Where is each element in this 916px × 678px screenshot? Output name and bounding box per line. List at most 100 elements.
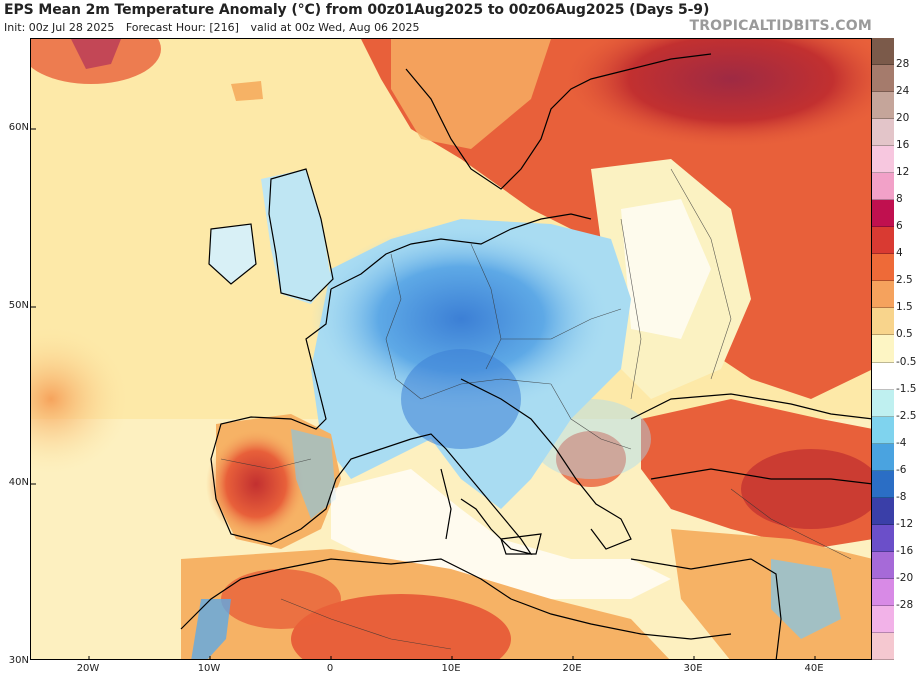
alps-cold-core	[401, 349, 521, 449]
init-time: Init: 00z Jul 28 2025	[4, 21, 115, 34]
border-france-germany	[385, 253, 422, 400]
central-europe-cold-core	[311, 224, 611, 414]
levant-cool-area	[771, 559, 841, 639]
colorbar-swatch	[872, 389, 894, 417]
scandinavia-warm-area	[391, 39, 551, 149]
colorbar-label: 24	[896, 85, 910, 98]
colorbar-swatch	[872, 38, 894, 66]
colorbar-label: 8	[896, 193, 903, 206]
balkans-cool-area	[531, 399, 651, 479]
north-russia-extreme-area	[561, 39, 871, 149]
colorbar: 28 24 20 16 12 8 6 4 2.5 1.5 0.5 -0.5 -1.5 -2.5 -4 -6 -8…	[872, 38, 916, 660]
scandinavia-coast	[405, 53, 712, 190]
sahara-hot-area	[291, 594, 511, 659]
colorbar-label: -12	[896, 517, 914, 530]
brand-watermark: TROPICALTIDBITS.COM	[689, 18, 872, 34]
map-canvas	[31, 39, 871, 659]
border-hungary-serbia	[550, 383, 632, 450]
colorbar-swatch	[872, 146, 894, 174]
colorbar-label: -8	[896, 490, 907, 503]
colorbar-label: -2.5	[896, 409, 916, 422]
colorbar-label: -16	[896, 544, 914, 557]
border-poland-ukraine	[620, 218, 642, 400]
sicily-coast	[500, 533, 542, 555]
colorbar-swatch	[872, 254, 894, 282]
colorbar-swatch	[872, 335, 894, 363]
colorbar-label: 1.5	[896, 301, 913, 314]
colorbar-label: 20	[896, 112, 910, 125]
black-sea-south-coast	[650, 468, 871, 485]
morocco-coast-cool-area	[191, 599, 231, 659]
colorbar-swatch	[872, 227, 894, 255]
colorbar-label: 4	[896, 247, 903, 260]
border-turkey-syria	[730, 488, 852, 560]
colorbar-swatch	[872, 65, 894, 93]
lon-label-20e: 20E	[562, 663, 582, 674]
atlantic-warm-area	[31, 324, 131, 474]
colorbar-swatch	[872, 632, 894, 660]
colorbar-swatch	[872, 497, 894, 525]
ireland-coast	[208, 223, 257, 285]
anomaly-map	[30, 38, 872, 660]
west-europe-coast	[210, 288, 533, 555]
lat-label-60n: 60N	[8, 122, 29, 133]
colorbar-label: 12	[896, 166, 910, 179]
iberia-hot-core	[206, 429, 306, 539]
colorbar-swatch	[872, 119, 894, 147]
chart-subtitle: Init: 00z Jul 28 2025 Forecast Hour: [21…	[4, 21, 428, 34]
colorbar-label: 2.5	[896, 274, 913, 287]
colorbar-swatch	[872, 416, 894, 444]
border-czech-slovakia	[501, 308, 622, 340]
east-turkey-very-hot-area	[741, 449, 871, 529]
colorbar-swatch	[872, 92, 894, 120]
lat-label-50n: 50N	[8, 300, 29, 311]
valid-time: valid at 00z Wed, Aug 06 2025	[250, 21, 420, 34]
colorbar-label: -6	[896, 463, 907, 476]
chart-title: EPS Mean 2m Temperature Anomaly (°C) fro…	[4, 2, 710, 18]
chart-header: EPS Mean 2m Temperature Anomaly (°C) fro…	[0, 0, 916, 38]
colorbar-swatch	[872, 443, 894, 471]
lat-label-30n: 30N	[8, 655, 29, 666]
colorbar-label: -1.5	[896, 382, 916, 395]
colorbar-swatch	[872, 578, 894, 606]
lon-label-40e: 40E	[804, 663, 824, 674]
black-sea-north-coast	[630, 393, 871, 420]
forecast-hour: Forecast Hour: [216]	[125, 21, 239, 34]
east-iberia-cool-area	[291, 429, 336, 519]
lon-label-10w: 10W	[197, 663, 221, 674]
lon-label-20w: 20W	[76, 663, 100, 674]
belarus-ukraine-neutral-area	[621, 199, 711, 339]
colorbar-swatch	[872, 308, 894, 336]
iceland-area	[231, 81, 263, 101]
colorbar-swatch	[872, 470, 894, 498]
colorbar-swatch	[872, 362, 894, 390]
border-north-africa	[280, 598, 452, 650]
border-spain-portugal	[220, 458, 312, 470]
colorbar-label: -28	[896, 598, 914, 611]
britain-coast	[268, 168, 334, 302]
lon-label-10e: 10E	[441, 663, 461, 674]
adriatic-balkan-coast	[460, 378, 632, 550]
colorbar-label: 6	[896, 220, 903, 233]
colorbar-label: -0.5	[896, 355, 916, 368]
greenland-edge-spot	[71, 39, 121, 69]
lon-label-0: 0	[326, 663, 334, 674]
colorbar-label: 16	[896, 139, 910, 152]
colorbar-label: -20	[896, 571, 914, 584]
north-africa-coast	[180, 558, 732, 640]
coastlines	[180, 53, 871, 659]
lon-label-30e: 30E	[683, 663, 703, 674]
colorbar-swatch	[872, 173, 894, 201]
axis-ticks	[31, 128, 816, 659]
ireland-area	[209, 224, 256, 284]
colorbar-swatch	[872, 524, 894, 552]
country-borders	[220, 168, 852, 650]
colorbar-label: -4	[896, 436, 907, 449]
border-belarus-russia	[670, 168, 732, 380]
border-alps	[420, 378, 552, 400]
colorbar-label: 0.5	[896, 328, 913, 341]
border-germany-poland	[470, 243, 502, 370]
sardinia-coast	[440, 468, 452, 540]
colorbar-swatch	[872, 551, 894, 579]
balkans-hot-spot	[556, 431, 626, 487]
